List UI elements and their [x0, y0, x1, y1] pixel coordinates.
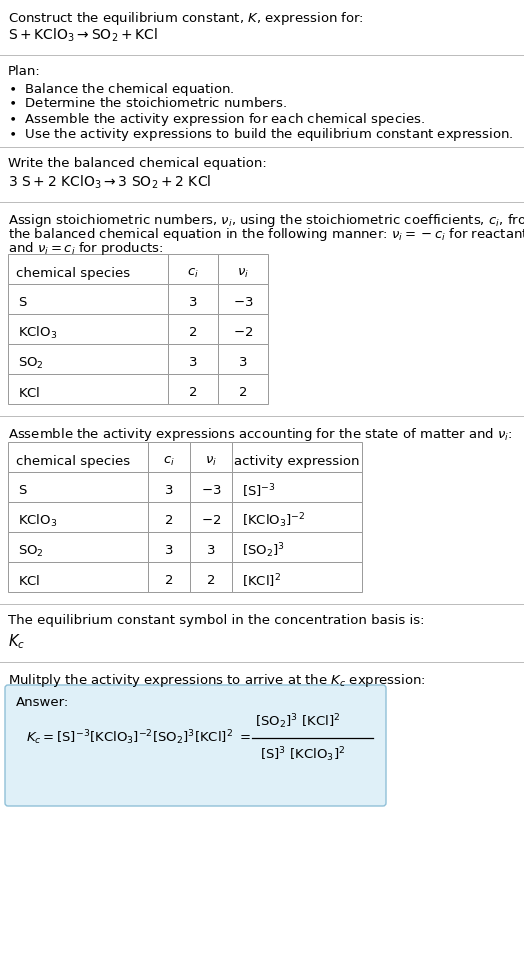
Text: $\bullet$  Determine the stoichiometric numbers.: $\bullet$ Determine the stoichiometric n… [8, 96, 287, 110]
Bar [190, 442, 232, 472]
Text: 3: 3 [189, 297, 197, 309]
Text: 3: 3 [165, 484, 173, 498]
Text: activity expression: activity expression [234, 455, 360, 467]
Bar [232, 472, 362, 502]
Bar [168, 284, 218, 314]
Bar [168, 254, 218, 284]
Bar [8, 562, 148, 592]
Text: $[\mathrm{S}]^{-3}$: $[\mathrm{S}]^{-3}$ [242, 482, 276, 500]
Text: Mulitply the activity expressions to arrive at the $K_c$ expression:: Mulitply the activity expressions to arr… [8, 672, 426, 689]
Text: chemical species: chemical species [16, 266, 130, 280]
Bar [218, 314, 268, 344]
Text: $-3$: $-3$ [233, 297, 253, 309]
Text: $-2$: $-2$ [201, 514, 221, 528]
Text: 2: 2 [165, 514, 173, 528]
FancyBboxPatch shape [5, 685, 386, 806]
Bar [218, 344, 268, 374]
Text: $\mathrm{S}$: $\mathrm{S}$ [18, 297, 28, 309]
Text: $\mathrm{3\ S + 2\ KClO_3 \rightarrow 3\ SO_2 + 2\ KCl}$: $\mathrm{3\ S + 2\ KClO_3 \rightarrow 3\… [8, 174, 211, 191]
Text: $c_i$: $c_i$ [187, 266, 199, 280]
Bar [8, 254, 168, 284]
Text: $\nu_i$: $\nu_i$ [237, 266, 249, 280]
Bar [8, 284, 168, 314]
Bar [8, 442, 148, 472]
Text: Answer:: Answer: [16, 696, 69, 709]
Text: $c_i$: $c_i$ [163, 455, 175, 468]
Text: $3$: $3$ [206, 545, 216, 557]
Text: and $\nu_i = c_i$ for products:: and $\nu_i = c_i$ for products: [8, 240, 163, 257]
Bar [148, 502, 190, 532]
Text: $K_c$: $K_c$ [8, 632, 25, 651]
Text: $\mathrm{KCl}$: $\mathrm{KCl}$ [18, 574, 40, 588]
Bar [8, 344, 168, 374]
Text: $\nu_i$: $\nu_i$ [205, 455, 217, 468]
Text: $\bullet$  Balance the chemical equation.: $\bullet$ Balance the chemical equation. [8, 81, 235, 98]
Text: $[\mathrm{SO_2}]^{3}$: $[\mathrm{SO_2}]^{3}$ [242, 542, 285, 560]
Text: 2: 2 [189, 327, 197, 339]
Text: $[\mathrm{KClO_3}]^{-2}$: $[\mathrm{KClO_3}]^{-2}$ [242, 511, 305, 530]
Bar [8, 532, 148, 562]
Text: $-3$: $-3$ [201, 484, 221, 498]
Text: $2$: $2$ [206, 575, 215, 587]
Text: $\mathrm{S}$: $\mathrm{S}$ [18, 484, 28, 498]
Text: $\mathrm{SO_2}$: $\mathrm{SO_2}$ [18, 544, 44, 558]
Text: Construct the equilibrium constant, $K$, expression for:: Construct the equilibrium constant, $K$,… [8, 10, 364, 27]
Text: Assemble the activity expressions accounting for the state of matter and $\nu_i$: Assemble the activity expressions accoun… [8, 426, 512, 443]
Text: $3$: $3$ [238, 357, 248, 369]
Bar [190, 532, 232, 562]
Bar [218, 254, 268, 284]
Text: chemical species: chemical species [16, 455, 130, 467]
Text: $\mathrm{SO_2}$: $\mathrm{SO_2}$ [18, 356, 44, 371]
Bar [168, 374, 218, 404]
Bar [148, 562, 190, 592]
Bar [232, 532, 362, 562]
Text: 3: 3 [165, 545, 173, 557]
Text: $[\mathrm{SO_2}]^{3}\ [\mathrm{KCl}]^{2}$: $[\mathrm{SO_2}]^{3}\ [\mathrm{KCl}]^{2}… [255, 713, 340, 731]
Text: The equilibrium constant symbol in the concentration basis is:: The equilibrium constant symbol in the c… [8, 614, 424, 627]
Bar [168, 344, 218, 374]
Text: $\bullet$  Use the activity expressions to build the equilibrium constant expres: $\bullet$ Use the activity expressions t… [8, 126, 514, 143]
Text: the balanced chemical equation in the following manner: $\nu_i = -c_i$ for react: the balanced chemical equation in the fo… [8, 226, 524, 243]
Bar [232, 502, 362, 532]
Bar [218, 374, 268, 404]
Text: $\bullet$  Assemble the activity expression for each chemical species.: $\bullet$ Assemble the activity expressi… [8, 111, 425, 128]
Text: $2$: $2$ [238, 386, 247, 400]
Text: 2: 2 [165, 575, 173, 587]
Bar [218, 284, 268, 314]
Text: $-2$: $-2$ [233, 327, 253, 339]
Text: $\mathrm{KCl}$: $\mathrm{KCl}$ [18, 386, 40, 400]
Bar [190, 472, 232, 502]
Text: $[\mathrm{KCl}]^{2}$: $[\mathrm{KCl}]^{2}$ [242, 572, 281, 590]
Bar [148, 442, 190, 472]
Bar [168, 314, 218, 344]
Bar [8, 472, 148, 502]
Text: Write the balanced chemical equation:: Write the balanced chemical equation: [8, 157, 267, 170]
Bar [232, 442, 362, 472]
Text: $K_c = [\mathrm{S}]^{-3} [\mathrm{KClO_3}]^{-2} [\mathrm{SO_2}]^{3} [\mathrm{KCl: $K_c = [\mathrm{S}]^{-3} [\mathrm{KClO_3… [26, 728, 251, 748]
Text: Assign stoichiometric numbers, $\nu_i$, using the stoichiometric coefficients, $: Assign stoichiometric numbers, $\nu_i$, … [8, 212, 524, 229]
Bar [148, 472, 190, 502]
Bar [8, 374, 168, 404]
Text: $[\mathrm{S}]^{3}\ [\mathrm{KClO_3}]^{2}$: $[\mathrm{S}]^{3}\ [\mathrm{KClO_3}]^{2}… [260, 746, 345, 764]
Text: Plan:: Plan: [8, 65, 41, 78]
Bar [8, 314, 168, 344]
Text: $\mathrm{KClO_3}$: $\mathrm{KClO_3}$ [18, 325, 57, 341]
Text: 3: 3 [189, 357, 197, 369]
Bar [232, 562, 362, 592]
Text: $\mathrm{KClO_3}$: $\mathrm{KClO_3}$ [18, 513, 57, 530]
Bar [190, 502, 232, 532]
Bar [8, 502, 148, 532]
Bar [148, 532, 190, 562]
Text: 2: 2 [189, 386, 197, 400]
Text: $\mathrm{S + KClO_3 \rightarrow SO_2 + KCl}$: $\mathrm{S + KClO_3 \rightarrow SO_2 + K… [8, 27, 158, 44]
Bar [190, 562, 232, 592]
